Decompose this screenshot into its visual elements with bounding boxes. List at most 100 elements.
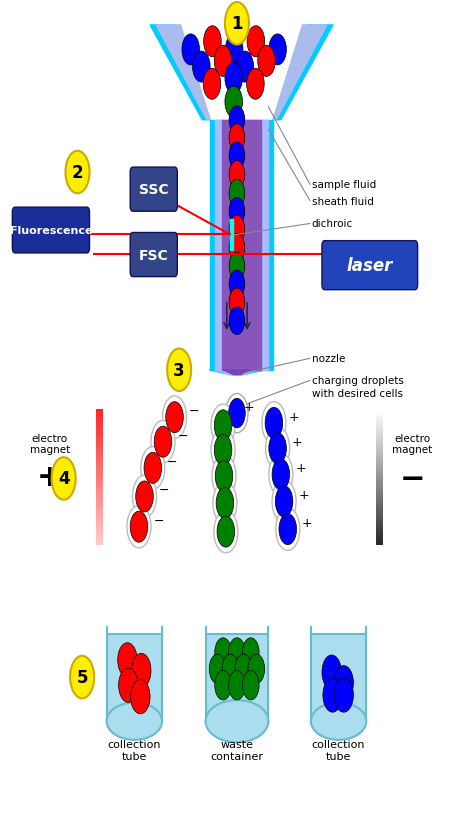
Circle shape: [214, 435, 232, 466]
Circle shape: [222, 654, 239, 684]
Polygon shape: [376, 446, 383, 450]
Ellipse shape: [311, 703, 366, 740]
Circle shape: [229, 106, 245, 134]
Text: sample fluid: sample fluid: [312, 180, 376, 190]
Circle shape: [258, 47, 275, 77]
Polygon shape: [96, 514, 103, 518]
Circle shape: [229, 216, 245, 244]
Circle shape: [228, 399, 245, 428]
Circle shape: [136, 482, 153, 513]
Text: electro
magnet: electro magnet: [392, 433, 433, 455]
Polygon shape: [96, 440, 103, 444]
Polygon shape: [376, 494, 383, 498]
Text: +: +: [295, 462, 306, 475]
Polygon shape: [376, 483, 383, 488]
Polygon shape: [96, 437, 103, 441]
Polygon shape: [376, 464, 383, 468]
Circle shape: [225, 63, 243, 94]
Polygon shape: [96, 507, 103, 511]
Bar: [311, 634, 366, 722]
Circle shape: [229, 307, 245, 335]
Polygon shape: [223, 370, 251, 375]
Circle shape: [279, 514, 297, 545]
Circle shape: [229, 253, 245, 281]
Polygon shape: [96, 497, 103, 501]
Circle shape: [229, 143, 245, 170]
Polygon shape: [96, 500, 103, 505]
Circle shape: [225, 35, 243, 66]
Circle shape: [209, 654, 226, 684]
Text: 4: 4: [58, 470, 70, 488]
Text: 1: 1: [231, 16, 243, 34]
Polygon shape: [376, 491, 383, 495]
Text: +: +: [243, 400, 254, 414]
Polygon shape: [376, 467, 383, 471]
Polygon shape: [96, 460, 103, 464]
Text: −: −: [400, 464, 425, 493]
Text: +: +: [288, 410, 299, 423]
Polygon shape: [376, 500, 383, 505]
Circle shape: [248, 654, 264, 684]
Polygon shape: [96, 480, 103, 484]
Polygon shape: [96, 416, 103, 420]
Polygon shape: [376, 534, 383, 538]
Circle shape: [214, 511, 238, 553]
Polygon shape: [96, 427, 103, 431]
Circle shape: [214, 410, 232, 441]
Circle shape: [166, 402, 183, 433]
Polygon shape: [96, 541, 103, 545]
Circle shape: [131, 680, 150, 714]
Circle shape: [118, 668, 138, 703]
Circle shape: [228, 671, 245, 700]
Polygon shape: [376, 521, 383, 525]
Polygon shape: [96, 504, 103, 508]
Text: −: −: [159, 484, 169, 497]
Polygon shape: [96, 494, 103, 498]
Text: +: +: [299, 489, 309, 502]
Circle shape: [141, 447, 165, 490]
Polygon shape: [376, 537, 383, 541]
Polygon shape: [96, 433, 103, 437]
Circle shape: [163, 396, 187, 439]
Circle shape: [262, 402, 286, 445]
Text: +: +: [37, 462, 63, 491]
FancyBboxPatch shape: [12, 208, 90, 254]
Circle shape: [182, 35, 200, 66]
Circle shape: [229, 271, 245, 298]
Circle shape: [243, 671, 259, 700]
Circle shape: [167, 349, 191, 391]
Text: FSC: FSC: [139, 248, 169, 262]
Polygon shape: [96, 430, 103, 434]
Polygon shape: [376, 419, 383, 423]
Circle shape: [229, 289, 245, 316]
Polygon shape: [376, 433, 383, 437]
Polygon shape: [96, 423, 103, 428]
Text: −: −: [189, 405, 200, 418]
Polygon shape: [96, 473, 103, 477]
Circle shape: [133, 476, 156, 518]
Ellipse shape: [107, 703, 162, 740]
Circle shape: [225, 87, 243, 118]
Polygon shape: [376, 477, 383, 481]
Circle shape: [247, 27, 264, 57]
Circle shape: [154, 427, 172, 458]
Polygon shape: [376, 487, 383, 491]
Text: electro
magnet: electro magnet: [30, 433, 70, 455]
Polygon shape: [96, 413, 103, 417]
Circle shape: [243, 638, 259, 667]
Polygon shape: [376, 457, 383, 461]
Polygon shape: [96, 446, 103, 450]
Polygon shape: [376, 427, 383, 431]
Polygon shape: [96, 470, 103, 474]
Bar: [215, 120, 268, 370]
Circle shape: [272, 481, 296, 523]
Bar: [206, 634, 268, 722]
Circle shape: [229, 124, 245, 152]
Polygon shape: [96, 531, 103, 535]
Text: −: −: [177, 429, 188, 442]
Polygon shape: [376, 541, 383, 545]
Circle shape: [265, 428, 290, 470]
Polygon shape: [215, 370, 259, 375]
Text: charging droplets: charging droplets: [312, 376, 404, 386]
Polygon shape: [96, 534, 103, 538]
